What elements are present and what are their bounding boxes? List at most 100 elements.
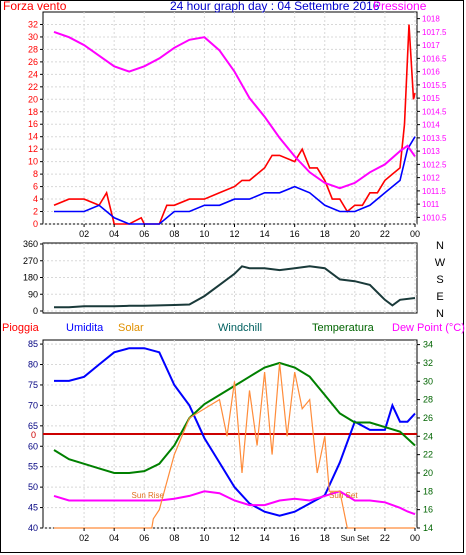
x-tick-label: 02 — [79, 229, 89, 239]
compass-label: W — [435, 257, 446, 269]
series-line-umidita — [54, 347, 416, 517]
x-tick-label: 08 — [169, 229, 179, 239]
legend-item: Windchill — [218, 322, 262, 334]
x-tick-label: 18 — [320, 229, 330, 239]
series-line-pressione — [53, 30, 416, 190]
x-tick-label: 20 — [350, 229, 360, 239]
sun-rise-annotation: Sun Rise — [132, 491, 165, 500]
left-tick-label: 180 — [23, 273, 38, 283]
left-tick-label: 20 — [28, 94, 38, 104]
left-tick-label: 90 — [28, 289, 38, 299]
series-temperature: 0 Sun Rise Sun Set — [31, 347, 417, 529]
left-tick-label: 8 — [33, 169, 38, 179]
left-tick-label: 16 — [28, 119, 38, 129]
legend-temperature: Pioggia Umidita Solar Windchill Temperatura D… — [2, 322, 465, 334]
rain-axis-label: 0 — [31, 430, 36, 440]
left-tick-label: 24 — [28, 69, 38, 79]
right-tick-label: 1013.5 — [422, 134, 447, 143]
compass-label: S — [436, 274, 443, 286]
left-axis-degrees: 0 90 180 270 360 — [23, 239, 43, 316]
x-axis-hours-top: 02 04 06 08 10 12 14 16 18 20 22 00 — [79, 224, 420, 239]
right-tick-label: 1014 — [422, 121, 440, 130]
right-tick-label: 22 — [423, 450, 433, 460]
compass-label: N — [436, 240, 444, 252]
x-tick-label: 02 — [79, 533, 89, 543]
series-line-vento-medio — [54, 136, 416, 225]
left-tick-label: 2 — [33, 207, 38, 217]
right-tick-label: 18 — [423, 486, 433, 496]
series-wind-pressure — [53, 24, 416, 225]
right-tick-label: 1017.5 — [422, 28, 447, 37]
left-tick-label: 0 — [33, 219, 38, 229]
compass-label: N — [436, 308, 444, 320]
left-tick-label: 12 — [28, 144, 38, 154]
x-tick-label: 14 — [260, 533, 270, 543]
right-tick-label: 16 — [423, 505, 433, 515]
x-tick-label: 22 — [380, 229, 390, 239]
right-tick-label: 28 — [423, 395, 433, 405]
left-tick-label: 0 — [33, 306, 38, 316]
left-tick-label: 22 — [28, 82, 38, 92]
x-tick-label: 06 — [139, 533, 149, 543]
legend-item: Umidita — [66, 322, 104, 334]
series-wind-direction — [53, 265, 416, 309]
compass-label: E — [436, 291, 443, 303]
left-tick-label: 80 — [28, 360, 38, 370]
right-tick-label: 1011 — [422, 200, 440, 209]
x-tick-label: 12 — [229, 533, 239, 543]
left-tick-label: 28 — [28, 44, 38, 54]
right-tick-label: 1016.5 — [422, 54, 447, 63]
x-tick-label: 22 — [380, 533, 390, 543]
x-tick-label: 06 — [139, 229, 149, 239]
left-tick-label: 360 — [23, 239, 38, 249]
left-tick-label: 18 — [28, 107, 38, 117]
right-tick-label: 1010.5 — [422, 213, 447, 222]
left-tick-label: 10 — [28, 157, 38, 167]
series-line-solar — [54, 362, 415, 529]
right-tick-label: 24 — [423, 431, 433, 441]
series-line-forza-vento — [53, 24, 416, 225]
left-tick-label: 85 — [28, 339, 38, 349]
x-tick-label: 10 — [199, 229, 209, 239]
right-tick-label: 1016 — [422, 68, 440, 77]
left-tick-label: 14 — [28, 132, 38, 142]
left-tick-label: 70 — [28, 400, 38, 410]
panel-temperature-humidity: 0 Sun Rise Sun Set 40 45 50 55 60 65 70 75 80 85 14… — [2, 322, 465, 543]
right-tick-label: 14 — [423, 523, 433, 533]
left-tick-label: 60 — [28, 441, 38, 451]
right-tick-label: 34 — [423, 340, 433, 350]
x-tick-label: 04 — [109, 229, 119, 239]
x-tick-label: 00 — [410, 229, 420, 239]
right-tick-label: 1015.5 — [422, 81, 447, 90]
x-tick-label: 18 — [320, 533, 330, 543]
right-tick-label: 1011.5 — [422, 187, 446, 196]
x-tick-label: 16 — [290, 533, 300, 543]
left-axis-label-wind: Forza vento — [3, 0, 67, 13]
right-tick-label: 1012 — [422, 174, 440, 183]
right-tick-label: 30 — [423, 376, 433, 386]
sun-set-annotation: Sun Set — [329, 491, 358, 500]
legend-item: Pioggia — [2, 322, 40, 334]
legend-item: Solar — [118, 322, 144, 334]
left-axis-humidity: 40 45 50 55 60 65 70 75 80 85 — [28, 339, 43, 533]
x-tick-label: 00 — [410, 533, 420, 543]
left-tick-label: 40 — [28, 523, 38, 533]
series-line-dew-point-c- — [53, 490, 416, 516]
left-tick-label: 45 — [28, 503, 38, 513]
right-tick-label: 1013 — [422, 147, 440, 156]
chart-title: 24 hour graph day : 04 Settembre 2016 — [170, 0, 380, 13]
right-tick-label: 20 — [423, 468, 433, 478]
right-tick-label: 1018 — [422, 15, 440, 24]
x-tick-label: 08 — [169, 533, 179, 543]
right-tick-label: 1017 — [422, 41, 440, 50]
right-tick-label: 1012.5 — [422, 160, 447, 169]
x-tick-label: 10 — [199, 533, 209, 543]
right-tick-label: 32 — [423, 358, 433, 368]
x-tick-label: 16 — [290, 229, 300, 239]
x-tick-label: Sun Set — [341, 534, 370, 543]
